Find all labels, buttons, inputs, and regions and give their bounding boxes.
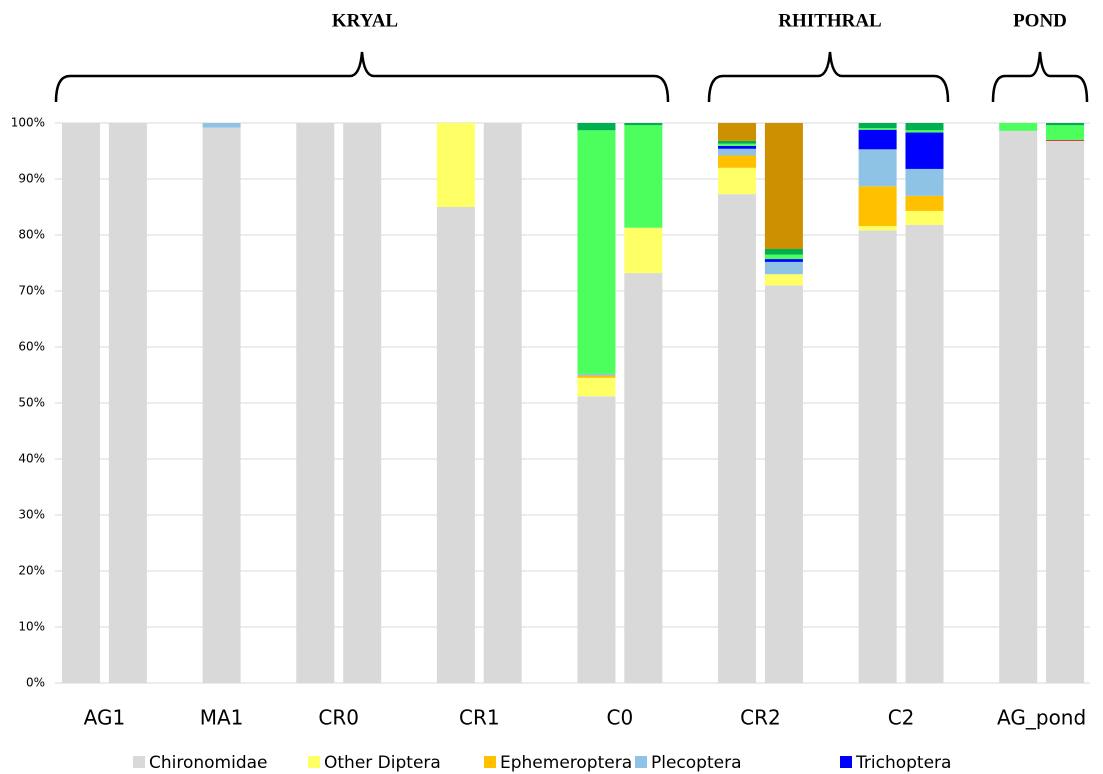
legend-swatch — [308, 756, 320, 768]
bar-segment — [718, 194, 757, 683]
bar-segment — [858, 149, 897, 187]
x-tick-label: CR1 — [459, 706, 500, 730]
brace — [991, 51, 1089, 103]
legend-label: Trichoptera — [855, 753, 951, 773]
bar-segment — [905, 224, 944, 684]
bar-segment — [764, 249, 803, 255]
bar-segment — [483, 123, 522, 683]
bar-segment — [718, 123, 757, 141]
brace — [707, 51, 950, 103]
bar-segment — [858, 128, 897, 130]
group-label: RHITHRAL — [778, 10, 881, 31]
legend-swatch — [484, 756, 496, 768]
legend-label: Ephemeroptera — [500, 753, 632, 773]
bar-segment — [343, 123, 382, 683]
bar-segment — [202, 127, 241, 684]
x-tick-label: CR0 — [318, 706, 359, 730]
bar-segment — [764, 123, 803, 249]
bar-segment — [905, 210, 944, 225]
bar-segment — [577, 130, 616, 374]
bar-segment — [624, 227, 663, 274]
bar-segment — [764, 274, 803, 286]
bar-segment — [624, 123, 663, 126]
y-tick-label: 60% — [18, 340, 45, 354]
bar-segment — [905, 123, 944, 131]
bar-segment — [296, 123, 335, 683]
y-tick-label: 30% — [18, 508, 45, 522]
bar-segment — [577, 123, 616, 131]
bar-segment — [577, 373, 616, 376]
y-tick-label: 10% — [18, 620, 45, 634]
bar-segment — [905, 195, 944, 211]
group-label: KRYAL — [332, 10, 398, 31]
legend-swatch — [840, 756, 852, 768]
y-tick-label: 50% — [18, 396, 45, 410]
legend-label: Other Diptera — [324, 753, 441, 773]
y-tick-label: 20% — [18, 564, 45, 578]
bar-segment — [858, 186, 897, 227]
x-tick-label: MA1 — [200, 706, 244, 730]
bar-segment — [764, 254, 803, 260]
x-tick-label: CR2 — [740, 706, 781, 730]
bar-segment — [62, 123, 100, 683]
x-tick-label: AG1 — [84, 706, 126, 730]
y-tick-label: 90% — [18, 172, 45, 186]
y-tick-label: 100% — [11, 116, 45, 130]
bar-segment — [764, 261, 803, 275]
bar-segment — [905, 168, 944, 196]
bar-segment — [764, 285, 803, 683]
brace — [54, 51, 670, 103]
y-tick-label: 80% — [18, 228, 45, 242]
x-tick-label: C0 — [607, 706, 634, 730]
bar-segment — [577, 396, 616, 683]
bar-segment — [1046, 125, 1085, 140]
bar-segment — [436, 123, 475, 207]
y-tick-label: 70% — [18, 284, 45, 298]
bar-segment — [577, 377, 616, 397]
x-tick-label: AG_pond — [997, 706, 1086, 730]
bar-segment — [905, 130, 944, 133]
bar-segment — [1046, 140, 1085, 684]
bar-segment — [718, 140, 757, 144]
legend-swatch — [635, 756, 647, 768]
bar-segment — [858, 129, 897, 150]
bar-segment — [624, 125, 663, 228]
x-tick-label: C2 — [888, 706, 915, 730]
legend-label: Chironomidae — [149, 753, 268, 773]
bar-segment — [718, 148, 757, 156]
bar-segment — [858, 226, 897, 231]
bar-segment — [1046, 123, 1085, 126]
y-tick-label: 40% — [18, 452, 45, 466]
bar-segment — [999, 123, 1038, 131]
legend-swatch — [133, 756, 145, 768]
legend-label: Plecoptera — [651, 753, 742, 773]
bar-segment — [858, 123, 897, 129]
bar-segment — [999, 130, 1038, 684]
bar-segment — [718, 145, 757, 149]
bar-segment — [718, 155, 757, 168]
group-label: POND — [1013, 10, 1067, 31]
bar-segment — [577, 375, 616, 378]
bar-segment — [436, 207, 475, 683]
bar-segment — [1046, 139, 1085, 141]
bar-segment — [858, 230, 897, 683]
bar-segment — [718, 167, 757, 195]
bar-segment — [905, 132, 944, 169]
bar-segment — [202, 123, 241, 128]
bar-segment — [624, 273, 663, 683]
y-tick-label: 0% — [26, 676, 45, 690]
bar-segment — [764, 259, 803, 262]
bar-segment — [108, 123, 147, 683]
bar-segment — [718, 143, 757, 146]
